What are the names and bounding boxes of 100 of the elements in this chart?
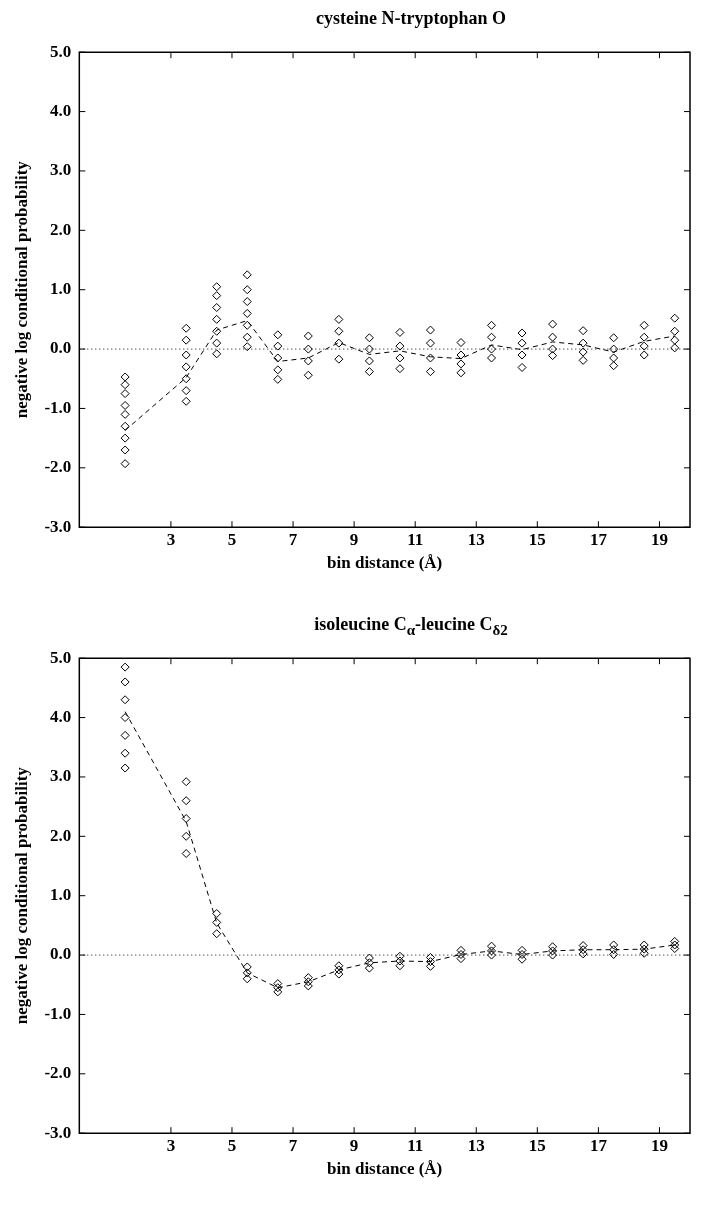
point [456, 954, 466, 964]
y-axis-title: negative log conditional probability [11, 160, 31, 419]
y-tick-label: 4.0 [50, 100, 72, 120]
y-axis-title: negative log conditional probability [11, 766, 31, 1025]
point [334, 965, 344, 975]
point [303, 973, 313, 983]
x-tick-label: 5 [227, 529, 237, 549]
point [242, 974, 252, 984]
point [181, 831, 191, 841]
y-tick-label: -3.0 [44, 516, 72, 536]
point [456, 949, 466, 959]
point [517, 954, 527, 964]
point [334, 961, 344, 971]
point [273, 987, 283, 997]
point [639, 948, 649, 958]
point [425, 957, 435, 967]
point [425, 961, 435, 971]
x-tick-label: 3 [166, 529, 176, 549]
point [517, 945, 527, 955]
point [212, 929, 222, 939]
x-tick-label: 17 [589, 529, 608, 549]
point [364, 953, 374, 963]
point [578, 941, 588, 951]
y-tick-label: 5.0 [50, 41, 72, 61]
x-tick-label: 11 [407, 1135, 424, 1155]
chart-title: cysteine N-tryptophan O [315, 8, 507, 30]
point [517, 949, 527, 959]
point [181, 777, 191, 787]
point [639, 940, 649, 950]
point [303, 977, 313, 987]
point [334, 969, 344, 979]
y-tick-label: 3.0 [50, 160, 72, 180]
y-tick-label: 0.0 [50, 944, 72, 964]
point [548, 950, 558, 960]
point [120, 713, 130, 723]
point [395, 951, 405, 961]
point [639, 944, 649, 954]
y-tick-label: -2.0 [44, 1063, 72, 1083]
point [487, 950, 497, 960]
point [609, 949, 619, 959]
y-tick-label: -2.0 [44, 457, 72, 477]
point [578, 945, 588, 955]
y-tick-label: 1.0 [50, 885, 72, 905]
point [242, 968, 252, 978]
point [120, 730, 130, 740]
x-tick-label: 3 [166, 1135, 176, 1155]
x-tick-label: 11 [407, 529, 424, 549]
point [548, 946, 558, 956]
x-tick-label: 15 [528, 529, 546, 549]
point [395, 956, 405, 966]
point [181, 814, 191, 824]
y-tick-label: -3.0 [44, 1122, 72, 1142]
point [425, 952, 435, 962]
chart-title: isoleucine C$_{α}$-leucine C$_{δ2}$ [313, 614, 509, 640]
x-axis-title: bin distance (Å) [327, 553, 443, 573]
point [548, 942, 558, 952]
point [303, 981, 313, 991]
x-tick-label: 9 [349, 1135, 359, 1155]
x-tick-label: 15 [528, 1135, 546, 1155]
point [273, 979, 283, 989]
x-tick-label: 13 [467, 529, 485, 549]
point [609, 945, 619, 955]
point [212, 917, 222, 927]
y-tick-label: 2.0 [50, 219, 72, 239]
point [120, 748, 130, 758]
point [364, 963, 374, 973]
y-tick-label: 5.0 [50, 647, 72, 667]
point [181, 796, 191, 806]
y-tick-label: 2.0 [50, 825, 72, 845]
point [181, 849, 191, 859]
x-tick-label: 7 [288, 1135, 298, 1155]
point [212, 909, 222, 919]
point [578, 949, 588, 959]
y-tick-label: 1.0 [50, 279, 72, 299]
y-tick-label: 4.0 [50, 706, 72, 726]
point [456, 945, 466, 955]
point [364, 958, 374, 968]
x-tick-label: 13 [467, 1135, 485, 1155]
point [670, 936, 680, 946]
point [395, 961, 405, 971]
point [487, 941, 497, 951]
x-axis-title: bin distance (Å) [327, 1159, 443, 1179]
point [120, 763, 130, 773]
y-tick-label: 3.0 [50, 766, 72, 786]
x-tick-label: 7 [288, 529, 298, 549]
point [670, 944, 680, 954]
y-tick-label: -1.0 [44, 1003, 72, 1023]
x-tick-label: 5 [227, 1135, 237, 1155]
x-tick-label: 19 [650, 529, 668, 549]
point [120, 662, 130, 672]
x-tick-label: 9 [349, 529, 359, 549]
y-tick-label: 0.0 [50, 338, 72, 358]
point [487, 946, 497, 956]
point [120, 695, 130, 705]
point [609, 940, 619, 950]
point [670, 940, 680, 950]
x-tick-label: 19 [650, 1135, 668, 1155]
y-tick-label: -1.0 [44, 397, 72, 417]
point [242, 962, 252, 972]
point [273, 983, 283, 993]
